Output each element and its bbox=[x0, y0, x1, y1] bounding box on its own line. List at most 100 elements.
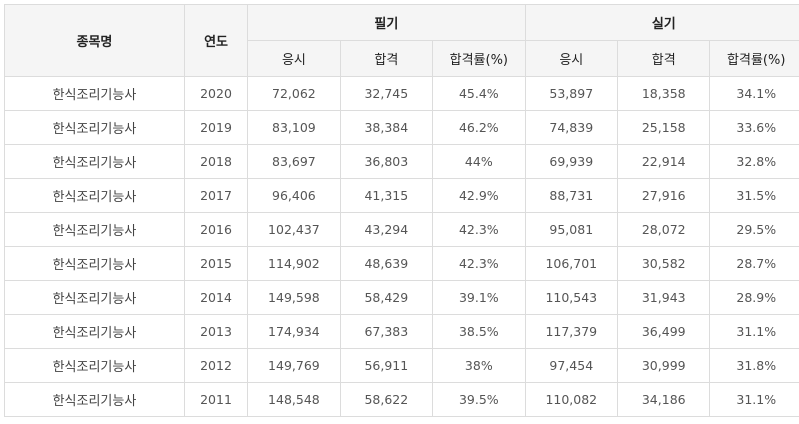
cell-practical-passed: 22,914 bbox=[618, 145, 710, 179]
cell-written-rate: 42.3% bbox=[433, 213, 525, 247]
cell-written-rate: 38.5% bbox=[433, 315, 525, 349]
cell-written-applicants: 149,598 bbox=[248, 281, 340, 315]
cell-item: 한식조리기능사 bbox=[5, 281, 185, 315]
cell-item: 한식조리기능사 bbox=[5, 383, 185, 417]
cell-written-rate: 42.9% bbox=[433, 179, 525, 213]
cell-item: 한식조리기능사 bbox=[5, 247, 185, 281]
cell-written-passed: 41,315 bbox=[340, 179, 432, 213]
cell-year: 2020 bbox=[184, 77, 247, 111]
cell-practical-applicants: 69,939 bbox=[525, 145, 617, 179]
cell-practical-rate: 31.5% bbox=[710, 179, 799, 213]
cell-item: 한식조리기능사 bbox=[5, 111, 185, 145]
cell-practical-applicants: 97,454 bbox=[525, 349, 617, 383]
cell-written-applicants: 102,437 bbox=[248, 213, 340, 247]
cell-year: 2014 bbox=[184, 281, 247, 315]
cell-practical-passed: 28,072 bbox=[618, 213, 710, 247]
cell-written-passed: 48,639 bbox=[340, 247, 432, 281]
cell-practical-rate: 33.6% bbox=[710, 111, 799, 145]
cell-practical-rate: 29.5% bbox=[710, 213, 799, 247]
cell-written-applicants: 83,109 bbox=[248, 111, 340, 145]
cell-practical-applicants: 74,839 bbox=[525, 111, 617, 145]
cell-written-applicants: 83,697 bbox=[248, 145, 340, 179]
header-practical-passed: 합격 bbox=[618, 41, 710, 77]
exam-stats-table: 종목명 연도 필기 실기 응시 합격 합격률(%) 응시 합격 합격률(%) 한… bbox=[4, 4, 799, 417]
cell-practical-rate: 28.9% bbox=[710, 281, 799, 315]
cell-practical-rate: 31.1% bbox=[710, 383, 799, 417]
cell-year: 2017 bbox=[184, 179, 247, 213]
cell-practical-passed: 25,158 bbox=[618, 111, 710, 145]
cell-item: 한식조리기능사 bbox=[5, 213, 185, 247]
cell-practical-applicants: 95,081 bbox=[525, 213, 617, 247]
cell-practical-applicants: 110,082 bbox=[525, 383, 617, 417]
cell-item: 한식조리기능사 bbox=[5, 145, 185, 179]
cell-practical-passed: 30,999 bbox=[618, 349, 710, 383]
cell-item: 한식조리기능사 bbox=[5, 179, 185, 213]
cell-written-passed: 36,803 bbox=[340, 145, 432, 179]
cell-year: 2016 bbox=[184, 213, 247, 247]
header-practical: 실기 bbox=[525, 5, 799, 41]
cell-year: 2012 bbox=[184, 349, 247, 383]
cell-practical-passed: 34,186 bbox=[618, 383, 710, 417]
cell-written-passed: 56,911 bbox=[340, 349, 432, 383]
cell-written-rate: 44% bbox=[433, 145, 525, 179]
cell-written-passed: 58,429 bbox=[340, 281, 432, 315]
cell-practical-passed: 36,499 bbox=[618, 315, 710, 349]
cell-written-passed: 67,383 bbox=[340, 315, 432, 349]
cell-practical-rate: 28.7% bbox=[710, 247, 799, 281]
cell-year: 2011 bbox=[184, 383, 247, 417]
cell-practical-passed: 31,943 bbox=[618, 281, 710, 315]
header-written-applicants: 응시 bbox=[248, 41, 340, 77]
header-practical-rate: 합격률(%) bbox=[710, 41, 799, 77]
header-written-rate: 합격률(%) bbox=[433, 41, 525, 77]
cell-written-applicants: 149,769 bbox=[248, 349, 340, 383]
header-written-passed: 합격 bbox=[340, 41, 432, 77]
cell-written-passed: 43,294 bbox=[340, 213, 432, 247]
cell-written-applicants: 114,902 bbox=[248, 247, 340, 281]
cell-practical-applicants: 106,701 bbox=[525, 247, 617, 281]
cell-item: 한식조리기능사 bbox=[5, 77, 185, 111]
cell-practical-rate: 31.8% bbox=[710, 349, 799, 383]
cell-practical-rate: 34.1% bbox=[710, 77, 799, 111]
cell-written-rate: 38% bbox=[433, 349, 525, 383]
cell-written-applicants: 96,406 bbox=[248, 179, 340, 213]
cell-item: 한식조리기능사 bbox=[5, 315, 185, 349]
cell-practical-applicants: 110,543 bbox=[525, 281, 617, 315]
cell-written-rate: 42.3% bbox=[433, 247, 525, 281]
cell-year: 2019 bbox=[184, 111, 247, 145]
cell-written-rate: 39.1% bbox=[433, 281, 525, 315]
cell-practical-rate: 32.8% bbox=[710, 145, 799, 179]
cell-written-rate: 46.2% bbox=[433, 111, 525, 145]
cell-practical-rate: 31.1% bbox=[710, 315, 799, 349]
cell-written-applicants: 148,548 bbox=[248, 383, 340, 417]
cell-written-rate: 39.5% bbox=[433, 383, 525, 417]
cell-written-applicants: 72,062 bbox=[248, 77, 340, 111]
cell-practical-applicants: 53,897 bbox=[525, 77, 617, 111]
cell-written-passed: 58,622 bbox=[340, 383, 432, 417]
cell-practical-passed: 30,582 bbox=[618, 247, 710, 281]
cell-written-passed: 38,384 bbox=[340, 111, 432, 145]
cell-written-applicants: 174,934 bbox=[248, 315, 340, 349]
cell-practical-applicants: 88,731 bbox=[525, 179, 617, 213]
cell-written-rate: 45.4% bbox=[433, 77, 525, 111]
header-practical-applicants: 응시 bbox=[525, 41, 617, 77]
cell-written-passed: 32,745 bbox=[340, 77, 432, 111]
cell-practical-applicants: 117,379 bbox=[525, 315, 617, 349]
header-item: 종목명 bbox=[5, 5, 185, 77]
cell-item: 한식조리기능사 bbox=[5, 349, 185, 383]
cell-year: 2015 bbox=[184, 247, 247, 281]
cell-year: 2018 bbox=[184, 145, 247, 179]
header-year: 연도 bbox=[184, 5, 247, 77]
cell-year: 2013 bbox=[184, 315, 247, 349]
cell-practical-passed: 18,358 bbox=[618, 77, 710, 111]
